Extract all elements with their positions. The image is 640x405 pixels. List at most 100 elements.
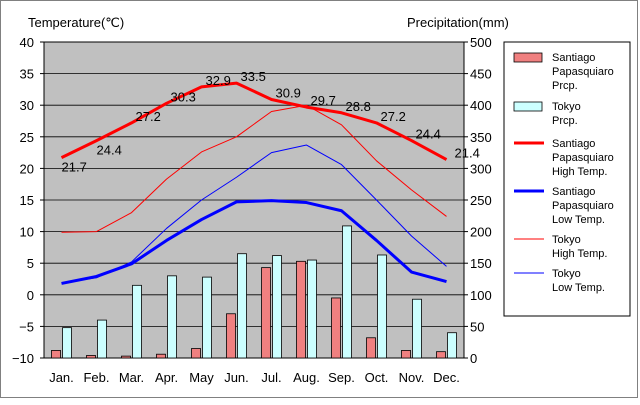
- legend: Santiago Papasquiaro Prcp. Tokyo Prcp. Santia…: [503, 41, 631, 317]
- left-axis-tick-label: 15: [20, 193, 34, 208]
- bar-layer: [51, 225, 457, 359]
- tokyo-prcp-bar: [202, 276, 212, 359]
- tokyo-high-temp-line: [61, 104, 447, 233]
- x-axis-month-label: Nov.: [399, 370, 425, 385]
- right-axis-tick-label: 200: [470, 225, 492, 240]
- tokyo-prcp-bar: [97, 319, 107, 359]
- high-temp-data-label: 29.7: [311, 93, 336, 108]
- high-temp-data-label: 27.2: [136, 109, 161, 124]
- left-axis-title: Temperature(℃): [28, 15, 124, 30]
- left-axis-tick-label: 0: [27, 288, 34, 303]
- high-temp-data-label: 27.2: [381, 109, 406, 124]
- tokyo-prcp-bar: [167, 275, 177, 359]
- santiago-prcp-bar: [121, 355, 131, 359]
- right-axis-title: Precipitation(mm): [407, 15, 509, 30]
- line-layer: [60, 81, 448, 285]
- right-axis-tick-label: 450: [470, 67, 492, 82]
- x-axis-month-label: Jul.: [261, 370, 281, 385]
- legend-swatch-tokyo-prcp: [513, 101, 543, 112]
- santiago-prcp-bar: [226, 313, 236, 359]
- legend-label: High Temp.: [552, 248, 607, 260]
- right-axis-tick-label: 400: [470, 98, 492, 113]
- high-temp-data-label: 30.3: [171, 89, 196, 104]
- santiago-prcp-bar: [51, 350, 61, 359]
- santiago-low-temp-line: [61, 199, 447, 285]
- high-temp-data-label: 28.8: [346, 99, 371, 114]
- tokyo-prcp-bar: [307, 259, 317, 359]
- left-axis-tick-label: −5: [19, 319, 34, 334]
- high-temp-data-label: 24.4: [97, 143, 122, 158]
- right-axis-tick-label: 0: [470, 351, 477, 366]
- grid-lines: [44, 73, 464, 327]
- left-axis-tick-label: 40: [20, 35, 34, 50]
- legend-label: Papasquiaro: [552, 152, 614, 164]
- x-axis-month-label: Sep.: [328, 370, 355, 385]
- right-axis-tick-label: 300: [470, 161, 492, 176]
- x-axis-month-label: Feb.: [83, 370, 109, 385]
- tokyo-prcp-bar: [272, 255, 282, 359]
- santiago-prcp-bar: [331, 297, 341, 359]
- tokyo-prcp-bar: [237, 253, 247, 359]
- tokyo-prcp-bar: [377, 254, 387, 359]
- legend-label: Santiago: [552, 52, 595, 64]
- legend-swatch-santiago-prcp: [513, 52, 543, 63]
- left-axis-tick-label: 10: [20, 225, 34, 240]
- santiago-prcp-bar: [401, 350, 411, 359]
- x-axis-month-label: Jun.: [224, 370, 249, 385]
- left-axis-tick-label: 25: [20, 130, 34, 145]
- left-axis-tick-label: 20: [20, 161, 34, 176]
- legend-label: High Temp.: [552, 166, 607, 178]
- legend-label: Tokyo: [552, 101, 581, 113]
- santiago-prcp-bar: [86, 355, 96, 359]
- tokyo-prcp-bar: [132, 284, 142, 359]
- santiago-prcp-bar: [436, 351, 446, 359]
- left-axis-tick-label: 35: [20, 67, 34, 82]
- legend-label: Prcp.: [552, 80, 578, 92]
- high-temp-data-label: 32.9: [206, 73, 231, 88]
- legend-label: Low Temp.: [552, 214, 605, 226]
- santiago-prcp-bar: [261, 267, 271, 359]
- legend-label: Papasquiaro: [552, 200, 614, 212]
- santiago-prcp-bar: [296, 260, 306, 359]
- legend-label: Tokyo: [552, 268, 581, 280]
- right-axis-tick-label: 100: [470, 288, 492, 303]
- data-label-layer: 21.7 24.4 27.2 30.3 32.9 33.5 30.9 29.7 28.8 27.2…: [62, 69, 480, 175]
- right-axis-tick-label: 50: [470, 319, 484, 334]
- santiago-prcp-bar: [156, 353, 166, 359]
- santiago-prcp-bar: [191, 348, 201, 359]
- left-axis-tick-label: 30: [20, 98, 34, 113]
- high-temp-data-label: 21.4: [455, 146, 480, 161]
- high-temp-data-label: 30.9: [276, 86, 301, 101]
- santiago-high-temp-line: [60, 81, 448, 161]
- x-axis-month-label: Dec.: [433, 370, 460, 385]
- tokyo-prcp-bar: [447, 332, 457, 359]
- legend-label: Prcp.: [552, 115, 578, 127]
- x-axis-month-label: Aug.: [293, 370, 320, 385]
- right-axis-tick-label: 250: [470, 193, 492, 208]
- legend-box: [503, 41, 631, 317]
- high-temp-data-label: 33.5: [241, 69, 266, 84]
- tokyo-prcp-bar: [62, 327, 72, 359]
- left-axis-tick-label: −10: [12, 351, 34, 366]
- legend-label: Tokyo: [552, 234, 581, 246]
- x-axis-month-label: Apr.: [155, 370, 178, 385]
- left-axis-tick-label: 5: [27, 256, 34, 271]
- legend-label: Santiago: [552, 138, 595, 150]
- legend-label: Low Temp.: [552, 282, 605, 294]
- x-axis-month-label: Mar.: [119, 370, 144, 385]
- tokyo-prcp-bar: [412, 298, 422, 359]
- high-temp-data-label: 21.7: [62, 160, 87, 175]
- axis-layer: 4035302520151050−5−105004504003503002502…: [12, 35, 492, 385]
- legend-label: Santiago: [552, 186, 595, 198]
- right-axis-tick-label: 150: [470, 256, 492, 271]
- x-axis-month-label: May: [189, 370, 214, 385]
- x-axis-month-label: Jan.: [49, 370, 74, 385]
- high-temp-data-label: 24.4: [416, 127, 441, 142]
- tokyo-prcp-bar: [342, 225, 352, 359]
- legend-label: Papasquiaro: [552, 66, 614, 78]
- x-axis-month-label: Oct.: [365, 370, 389, 385]
- santiago-prcp-bar: [366, 337, 376, 359]
- right-axis-tick-label: 500: [470, 35, 492, 50]
